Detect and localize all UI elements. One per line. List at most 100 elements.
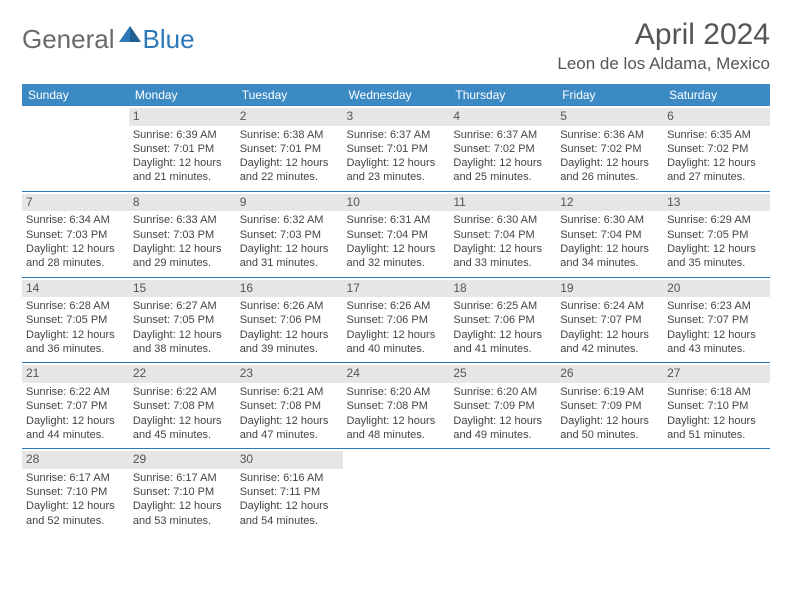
day-cell bbox=[449, 449, 556, 534]
sunset-text: Sunset: 7:02 PM bbox=[453, 142, 552, 156]
sun-info: Sunrise: 6:28 AMSunset: 7:05 PMDaylight:… bbox=[26, 299, 125, 356]
day-cell: 29Sunrise: 6:17 AMSunset: 7:10 PMDayligh… bbox=[129, 449, 236, 534]
day-number: 24 bbox=[343, 365, 450, 383]
day-number: 12 bbox=[556, 194, 663, 212]
sun-info: Sunrise: 6:21 AMSunset: 7:08 PMDaylight:… bbox=[240, 385, 339, 442]
sunrise-text: Sunrise: 6:33 AM bbox=[133, 213, 232, 227]
sunset-text: Sunset: 7:03 PM bbox=[26, 228, 125, 242]
sunrise-text: Sunrise: 6:37 AM bbox=[453, 128, 552, 142]
daylight-text: Daylight: 12 hours and 39 minutes. bbox=[240, 328, 339, 357]
sun-info: Sunrise: 6:20 AMSunset: 7:09 PMDaylight:… bbox=[453, 385, 552, 442]
daylight-text: Daylight: 12 hours and 23 minutes. bbox=[347, 156, 446, 185]
day-number: 22 bbox=[129, 365, 236, 383]
sunset-text: Sunset: 7:01 PM bbox=[240, 142, 339, 156]
day-number: 13 bbox=[663, 194, 770, 212]
week-row: 21Sunrise: 6:22 AMSunset: 7:07 PMDayligh… bbox=[22, 363, 770, 449]
day-cell: 1Sunrise: 6:39 AMSunset: 7:01 PMDaylight… bbox=[129, 106, 236, 191]
sunset-text: Sunset: 7:03 PM bbox=[133, 228, 232, 242]
daylight-text: Daylight: 12 hours and 22 minutes. bbox=[240, 156, 339, 185]
daylight-text: Daylight: 12 hours and 32 minutes. bbox=[347, 242, 446, 271]
sun-info: Sunrise: 6:37 AMSunset: 7:02 PMDaylight:… bbox=[453, 128, 552, 185]
day-number: 20 bbox=[663, 280, 770, 298]
sun-info: Sunrise: 6:24 AMSunset: 7:07 PMDaylight:… bbox=[560, 299, 659, 356]
sunset-text: Sunset: 7:07 PM bbox=[560, 313, 659, 327]
sun-info: Sunrise: 6:18 AMSunset: 7:10 PMDaylight:… bbox=[667, 385, 766, 442]
sun-info: Sunrise: 6:29 AMSunset: 7:05 PMDaylight:… bbox=[667, 213, 766, 270]
sunset-text: Sunset: 7:07 PM bbox=[667, 313, 766, 327]
day-number: 16 bbox=[236, 280, 343, 298]
day-cell: 30Sunrise: 6:16 AMSunset: 7:11 PMDayligh… bbox=[236, 449, 343, 534]
sun-info: Sunrise: 6:30 AMSunset: 7:04 PMDaylight:… bbox=[560, 213, 659, 270]
day-number: 15 bbox=[129, 280, 236, 298]
day-number: 7 bbox=[22, 194, 129, 212]
day-cell: 11Sunrise: 6:30 AMSunset: 7:04 PMDayligh… bbox=[449, 191, 556, 277]
day-cell: 24Sunrise: 6:20 AMSunset: 7:08 PMDayligh… bbox=[343, 363, 450, 449]
sunset-text: Sunset: 7:10 PM bbox=[26, 485, 125, 499]
sunset-text: Sunset: 7:04 PM bbox=[560, 228, 659, 242]
sun-info: Sunrise: 6:36 AMSunset: 7:02 PMDaylight:… bbox=[560, 128, 659, 185]
day-cell: 5Sunrise: 6:36 AMSunset: 7:02 PMDaylight… bbox=[556, 106, 663, 191]
day-cell: 28Sunrise: 6:17 AMSunset: 7:10 PMDayligh… bbox=[22, 449, 129, 534]
day-number: 11 bbox=[449, 194, 556, 212]
sunset-text: Sunset: 7:09 PM bbox=[453, 399, 552, 413]
sunrise-text: Sunrise: 6:27 AM bbox=[133, 299, 232, 313]
day-number: 26 bbox=[556, 365, 663, 383]
daylight-text: Daylight: 12 hours and 33 minutes. bbox=[453, 242, 552, 271]
sunrise-text: Sunrise: 6:24 AM bbox=[560, 299, 659, 313]
daylight-text: Daylight: 12 hours and 36 minutes. bbox=[26, 328, 125, 357]
sunrise-text: Sunrise: 6:28 AM bbox=[26, 299, 125, 313]
day-number: 2 bbox=[236, 108, 343, 126]
daylight-text: Daylight: 12 hours and 49 minutes. bbox=[453, 414, 552, 443]
daylight-text: Daylight: 12 hours and 48 minutes. bbox=[347, 414, 446, 443]
sunset-text: Sunset: 7:04 PM bbox=[347, 228, 446, 242]
day-number: 19 bbox=[556, 280, 663, 298]
sunset-text: Sunset: 7:07 PM bbox=[26, 399, 125, 413]
sun-info: Sunrise: 6:17 AMSunset: 7:10 PMDaylight:… bbox=[26, 471, 125, 528]
daylight-text: Daylight: 12 hours and 42 minutes. bbox=[560, 328, 659, 357]
day-number: 18 bbox=[449, 280, 556, 298]
day-number: 10 bbox=[343, 194, 450, 212]
sun-info: Sunrise: 6:35 AMSunset: 7:02 PMDaylight:… bbox=[667, 128, 766, 185]
sunset-text: Sunset: 7:09 PM bbox=[560, 399, 659, 413]
sunset-text: Sunset: 7:01 PM bbox=[133, 142, 232, 156]
month-title: April 2024 bbox=[557, 18, 770, 52]
header: General Blue April 2024 Leon de los Alda… bbox=[22, 18, 770, 74]
sunset-text: Sunset: 7:06 PM bbox=[240, 313, 339, 327]
sun-info: Sunrise: 6:32 AMSunset: 7:03 PMDaylight:… bbox=[240, 213, 339, 270]
day-number: 21 bbox=[22, 365, 129, 383]
sunrise-text: Sunrise: 6:31 AM bbox=[347, 213, 446, 227]
day-number: 1 bbox=[129, 108, 236, 126]
daylight-text: Daylight: 12 hours and 34 minutes. bbox=[560, 242, 659, 271]
day-cell: 14Sunrise: 6:28 AMSunset: 7:05 PMDayligh… bbox=[22, 277, 129, 363]
sun-info: Sunrise: 6:26 AMSunset: 7:06 PMDaylight:… bbox=[240, 299, 339, 356]
sun-info: Sunrise: 6:26 AMSunset: 7:06 PMDaylight:… bbox=[347, 299, 446, 356]
day-cell: 13Sunrise: 6:29 AMSunset: 7:05 PMDayligh… bbox=[663, 191, 770, 277]
day-cell: 9Sunrise: 6:32 AMSunset: 7:03 PMDaylight… bbox=[236, 191, 343, 277]
day-cell: 18Sunrise: 6:25 AMSunset: 7:06 PMDayligh… bbox=[449, 277, 556, 363]
week-row: 14Sunrise: 6:28 AMSunset: 7:05 PMDayligh… bbox=[22, 277, 770, 363]
sun-info: Sunrise: 6:17 AMSunset: 7:10 PMDaylight:… bbox=[133, 471, 232, 528]
daylight-text: Daylight: 12 hours and 38 minutes. bbox=[133, 328, 232, 357]
sunset-text: Sunset: 7:10 PM bbox=[667, 399, 766, 413]
day-cell: 2Sunrise: 6:38 AMSunset: 7:01 PMDaylight… bbox=[236, 106, 343, 191]
sunrise-text: Sunrise: 6:17 AM bbox=[133, 471, 232, 485]
sunrise-text: Sunrise: 6:22 AM bbox=[133, 385, 232, 399]
day-cell: 23Sunrise: 6:21 AMSunset: 7:08 PMDayligh… bbox=[236, 363, 343, 449]
daylight-text: Daylight: 12 hours and 44 minutes. bbox=[26, 414, 125, 443]
week-row: 7Sunrise: 6:34 AMSunset: 7:03 PMDaylight… bbox=[22, 191, 770, 277]
weekday-header: Friday bbox=[556, 84, 663, 106]
daylight-text: Daylight: 12 hours and 29 minutes. bbox=[133, 242, 232, 271]
day-cell: 16Sunrise: 6:26 AMSunset: 7:06 PMDayligh… bbox=[236, 277, 343, 363]
daylight-text: Daylight: 12 hours and 41 minutes. bbox=[453, 328, 552, 357]
weekday-header: Sunday bbox=[22, 84, 129, 106]
daylight-text: Daylight: 12 hours and 47 minutes. bbox=[240, 414, 339, 443]
sunrise-text: Sunrise: 6:32 AM bbox=[240, 213, 339, 227]
day-cell bbox=[663, 449, 770, 534]
sunrise-text: Sunrise: 6:37 AM bbox=[347, 128, 446, 142]
sunset-text: Sunset: 7:05 PM bbox=[667, 228, 766, 242]
sunrise-text: Sunrise: 6:29 AM bbox=[667, 213, 766, 227]
day-number: 14 bbox=[22, 280, 129, 298]
sunset-text: Sunset: 7:02 PM bbox=[667, 142, 766, 156]
daylight-text: Daylight: 12 hours and 40 minutes. bbox=[347, 328, 446, 357]
sunset-text: Sunset: 7:10 PM bbox=[133, 485, 232, 499]
